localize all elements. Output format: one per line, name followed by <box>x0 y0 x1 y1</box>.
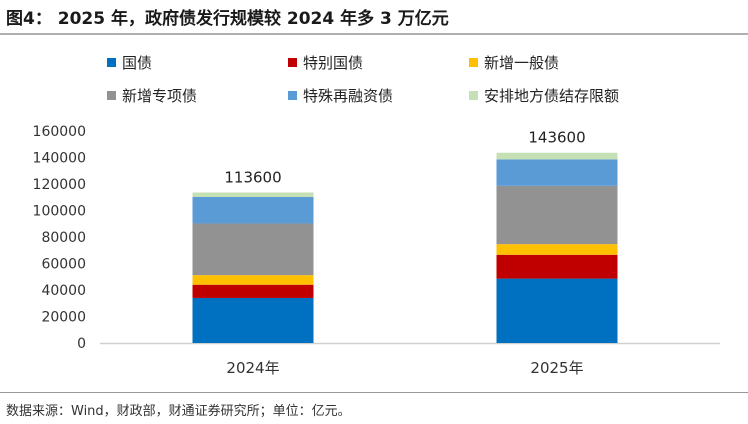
legend-swatch <box>469 58 478 67</box>
legend-swatch <box>469 91 478 100</box>
y-tick-label: 20000 <box>41 310 86 326</box>
y-tick-label: 40000 <box>41 283 86 299</box>
legend-label: 特别国债 <box>303 54 364 72</box>
bar-segment <box>192 223 314 276</box>
y-tick-label: 120000 <box>33 177 86 193</box>
bar-segment <box>496 244 618 255</box>
legend-label: 安排地方债结存限额 <box>484 87 620 105</box>
y-tick-label: 80000 <box>41 230 86 246</box>
legend-item: 新增专项债 <box>107 85 197 106</box>
legend-swatch <box>107 58 116 67</box>
legend-item: 国债 <box>107 52 152 73</box>
y-tick-label: 60000 <box>41 257 86 273</box>
legend-swatch <box>107 91 116 100</box>
legend-swatch <box>288 91 297 100</box>
footer-divider <box>0 392 748 393</box>
bar-segment <box>496 185 618 245</box>
bar-segment <box>192 196 314 224</box>
legend-label: 新增一般债 <box>484 54 560 72</box>
bar-segment <box>496 254 618 279</box>
title-divider <box>0 33 748 35</box>
bar-segment <box>192 192 314 197</box>
bar-segment <box>192 275 314 285</box>
legend-item: 特别国债 <box>288 52 363 73</box>
bar-segment <box>496 159 618 186</box>
chart-title: 图4： 2025 年，政府债发行规模较 2024 年多 3 万亿元 <box>6 9 449 29</box>
legend-label: 新增专项债 <box>122 87 198 105</box>
legend-label: 特殊再融资债 <box>303 87 394 105</box>
bar-segment <box>496 152 618 160</box>
x-tick-label: 2024年 <box>226 359 279 377</box>
legend-item: 安排地方债结存限额 <box>469 85 619 106</box>
bar-segment <box>192 284 314 298</box>
y-tick-label: 160000 <box>33 124 86 140</box>
y-tick-label: 100000 <box>33 204 86 220</box>
y-tick-label: 0 <box>77 336 86 352</box>
x-tick-label: 2025年 <box>530 359 583 377</box>
total-label: 113600 <box>224 168 281 186</box>
source-note: 数据来源：Wind，财政部，财通证券研究所；单位：亿元。 <box>6 404 351 419</box>
legend-label: 国债 <box>122 54 153 72</box>
legend-item: 特殊再融资债 <box>288 85 393 106</box>
legend-swatch <box>288 58 297 67</box>
y-tick-label: 140000 <box>33 151 86 167</box>
legend-item: 新增一般债 <box>469 52 559 73</box>
bar-segment <box>192 297 314 343</box>
bar-segment <box>496 278 618 343</box>
total-label: 143600 <box>528 129 585 147</box>
